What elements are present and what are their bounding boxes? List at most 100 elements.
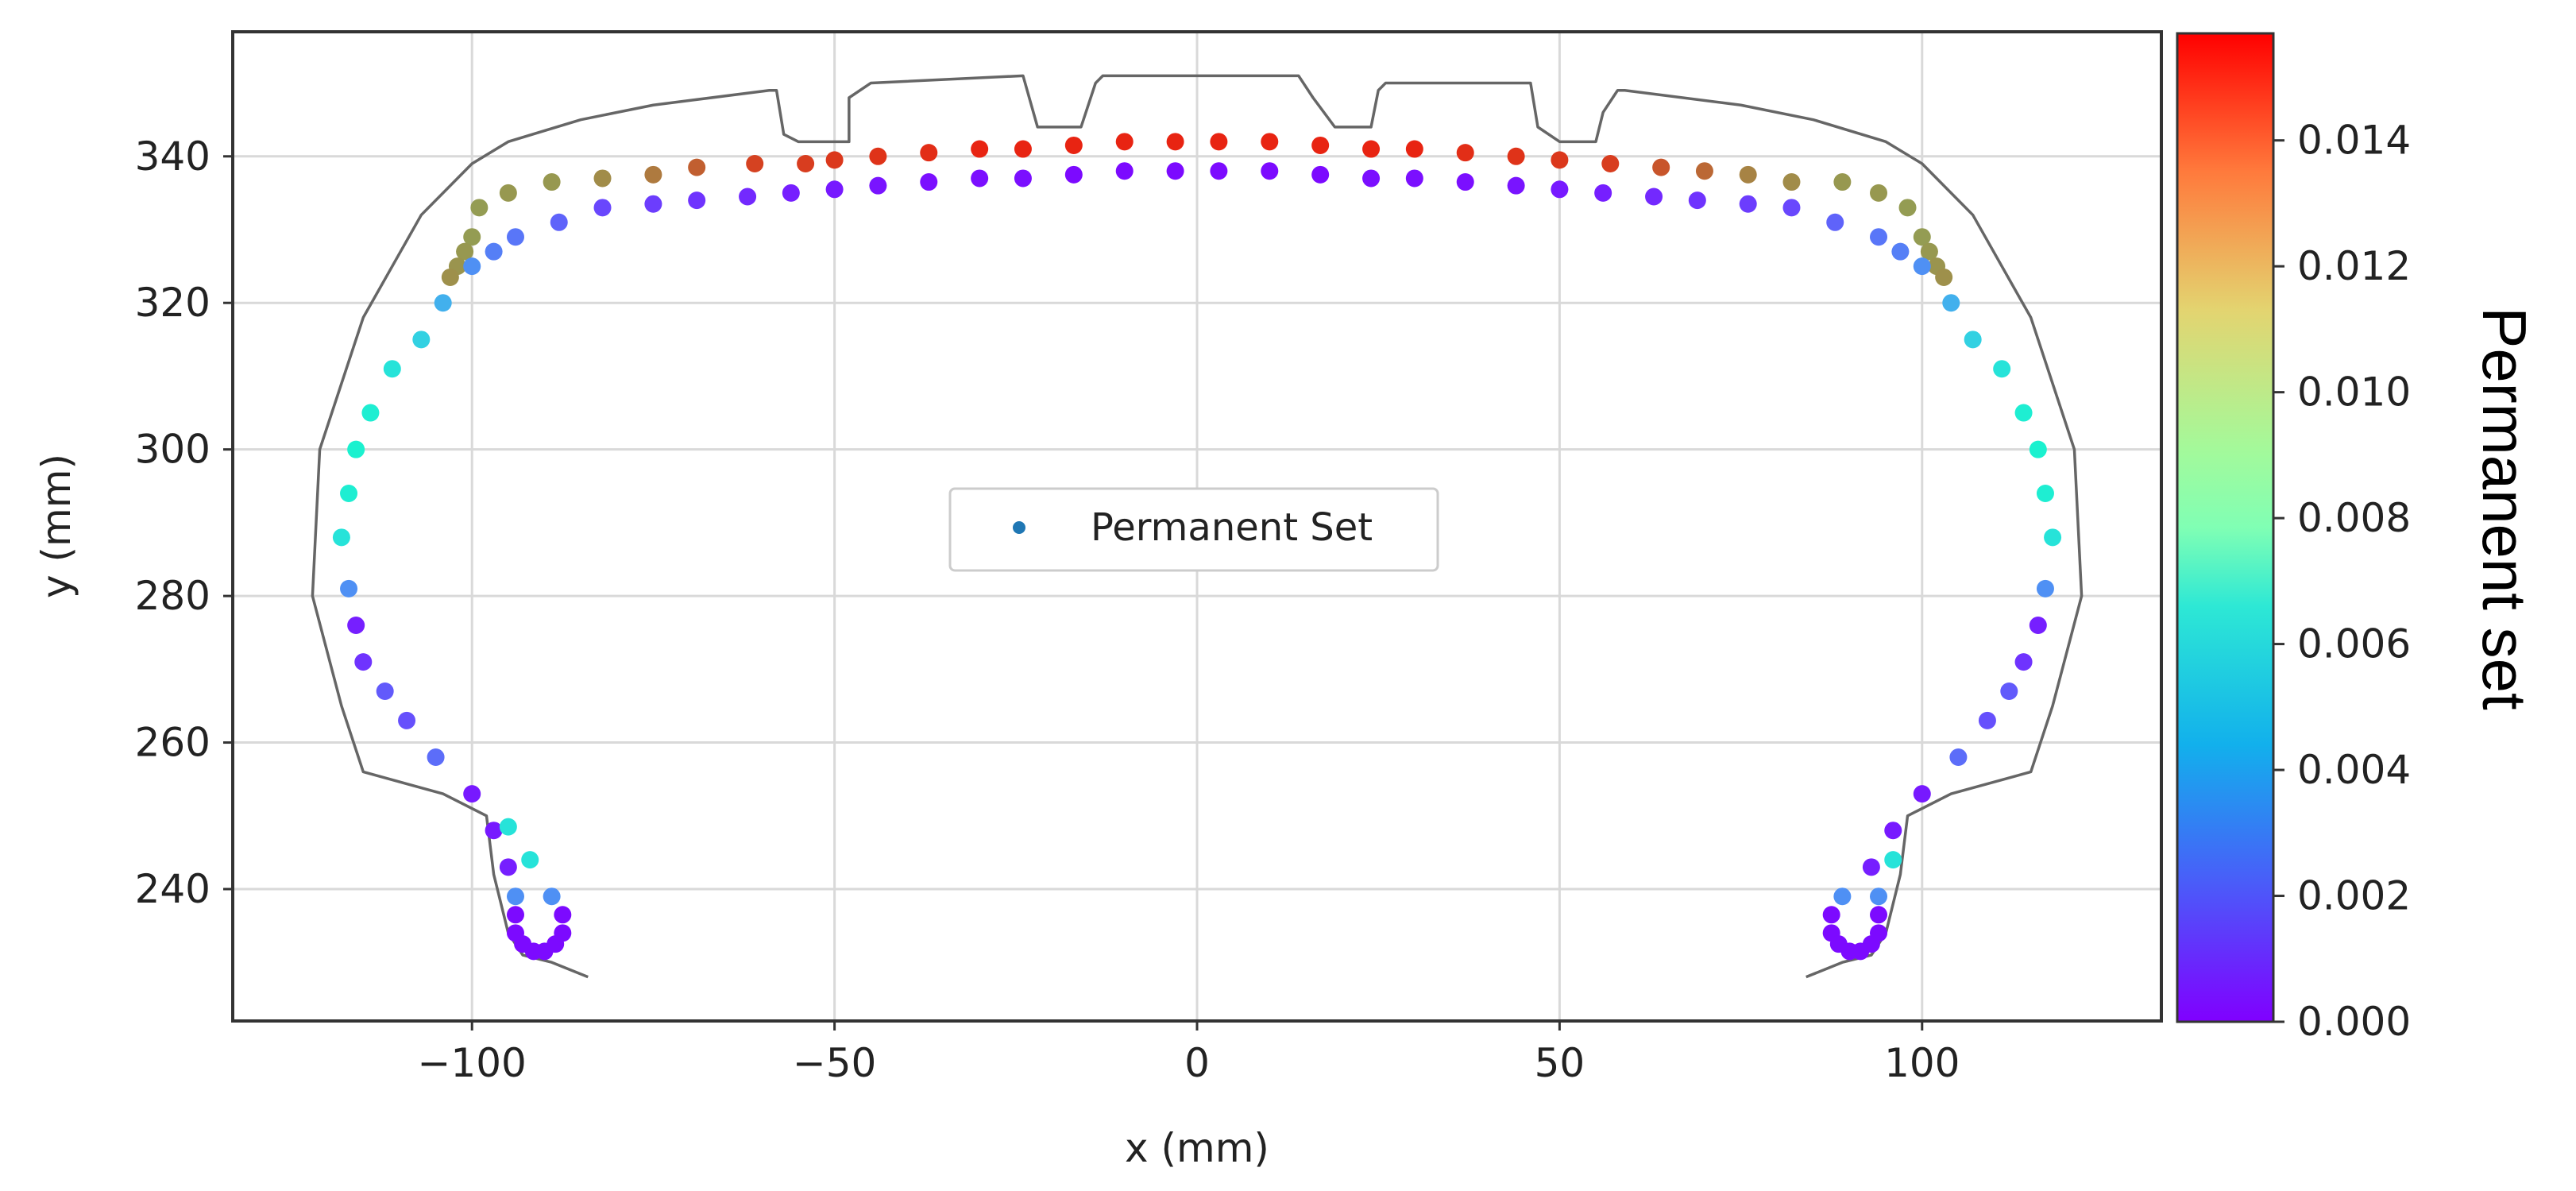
data-point [1210, 133, 1228, 151]
colorbar-tick-label: 0.000 [2297, 999, 2411, 1045]
data-point [1311, 136, 1330, 154]
data-point [825, 151, 844, 169]
colorbar-ticks: 0.000 0.002 0.004 0.006 0.008 0.010 0.012 0.014 [2273, 118, 2411, 1045]
y-tick-label: 320 [135, 280, 210, 326]
x-tick-label: −100 [418, 1040, 527, 1086]
data-point [1782, 199, 1801, 217]
colorbar-tick-label: 0.002 [2297, 873, 2411, 919]
x-tick-label: 100 [1884, 1040, 1960, 1086]
data-point [543, 173, 561, 191]
data-point [1822, 906, 1840, 924]
data-point [1949, 748, 1968, 766]
y-tick-label: 340 [135, 133, 210, 180]
data-point [1891, 242, 1910, 261]
x-axis-ticks: −100 −50 0 50 100 [418, 1021, 1960, 1086]
data-point [1507, 176, 1525, 195]
data-point [746, 155, 764, 172]
data-point [1739, 165, 1757, 184]
data-point [506, 228, 524, 246]
data-point [2036, 579, 2054, 597]
legend-marker [1013, 521, 1025, 534]
data-point [550, 213, 568, 231]
y-tick-label: 260 [135, 720, 210, 766]
data-point [797, 155, 815, 172]
data-point [1507, 147, 1525, 165]
data-point [521, 851, 539, 869]
x-tick-label: 0 [1184, 1040, 1210, 1086]
data-point [1739, 195, 1757, 213]
data-point [1913, 228, 1931, 246]
data-point [456, 242, 474, 261]
colorbar-label: Permanent set [2470, 307, 2539, 710]
data-point [1913, 257, 1931, 276]
data-point [1014, 169, 1032, 188]
data-point [470, 199, 489, 217]
data-point [340, 579, 358, 597]
data-point [1064, 165, 1083, 184]
data-point [2036, 485, 2054, 502]
colorbar-tick-label: 0.012 [2297, 243, 2411, 289]
data-point [499, 858, 517, 876]
y-axis-ticks: 240 260 280 300 320 340 [135, 133, 233, 912]
data-point [1884, 851, 1902, 869]
data-point [825, 180, 844, 199]
y-tick-label: 240 [135, 866, 210, 912]
data-point [1601, 155, 1620, 172]
legend: Permanent Set [948, 487, 1439, 572]
data-point [644, 165, 662, 184]
colorbar-gradient [2176, 32, 2275, 1023]
data-point [1870, 228, 1888, 246]
data-point [1782, 173, 1801, 191]
data-point [1920, 242, 1938, 261]
data-point [920, 144, 938, 162]
data-point [2014, 404, 2033, 422]
data-point [463, 785, 481, 803]
data-point [1115, 133, 1134, 151]
data-point [1870, 906, 1888, 924]
data-point [971, 140, 989, 158]
data-point [1913, 785, 1931, 803]
data-point [1362, 169, 1381, 188]
data-point [1551, 151, 1569, 169]
data-point [688, 191, 706, 210]
data-point [1826, 213, 1844, 231]
data-point [1551, 180, 1569, 199]
data-point [971, 169, 989, 188]
data-point [347, 440, 365, 458]
data-point [593, 199, 612, 217]
data-point [1405, 140, 1423, 158]
data-point [1652, 158, 1670, 176]
tire-outline-path [311, 74, 2084, 979]
legend-label: Permanent Set [1091, 505, 1373, 550]
data-point [739, 188, 757, 206]
legend-box [948, 487, 1439, 572]
data-point [2029, 440, 2047, 458]
data-point [1862, 858, 1880, 876]
data-point [2044, 528, 2062, 547]
y-tick-label: 300 [135, 427, 210, 473]
data-point [1014, 140, 1032, 158]
data-point [354, 653, 373, 671]
colorbar: 0.000 0.002 0.004 0.006 0.008 0.010 0.012 0.014… [2176, 32, 2539, 1045]
data-point [644, 195, 662, 213]
data-point [347, 617, 365, 634]
y-tick-label: 280 [135, 573, 210, 619]
data-point [869, 147, 887, 165]
data-point [506, 906, 524, 924]
data-point [383, 360, 401, 378]
y-axis-label: y (mm) [33, 454, 79, 598]
data-point [1942, 294, 1960, 312]
data-point [1695, 162, 1713, 180]
data-point [1456, 144, 1474, 162]
data-point [434, 294, 452, 312]
data-point [1833, 887, 1852, 906]
data-point [688, 158, 706, 176]
data-point [1405, 169, 1423, 188]
data-point [361, 404, 380, 422]
data-point [1261, 133, 1279, 151]
data-point [427, 748, 445, 766]
data-point [1870, 924, 1888, 942]
data-point [554, 906, 572, 924]
data-point [376, 683, 394, 700]
data-point [1993, 360, 2011, 378]
